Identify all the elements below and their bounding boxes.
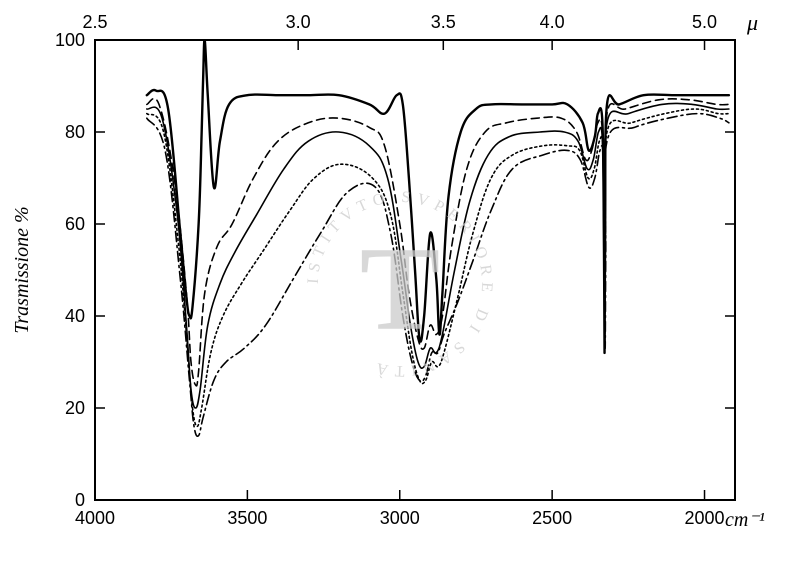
yl-tick-label: 100 <box>55 30 85 50</box>
curve-dot <box>147 109 729 426</box>
xb-tick-label: 3000 <box>380 508 420 528</box>
xt-tick-label: 5.0 <box>692 12 717 32</box>
curve-dash <box>147 99 729 386</box>
xt-tick-label: 2.5 <box>82 12 107 32</box>
xb-tick-label: 3500 <box>227 508 267 528</box>
y-left-label: Trasmissione % <box>11 206 33 333</box>
spectra-chart: 4000 3500 3000 2500 2000cm⁻¹ 2.5 3.0 3.5 4.0 5.0 μ… <box>0 0 800 568</box>
xt-tick-label: 3.5 <box>431 12 456 32</box>
xt-tick-label: 3.0 <box>286 12 311 32</box>
yl-tick-label: 60 <box>65 214 85 234</box>
yl-tick-label: 20 <box>65 398 85 418</box>
curve-solid-bold <box>147 40 729 353</box>
yl-tick-label: 40 <box>65 306 85 326</box>
yl-tick-label: 80 <box>65 122 85 142</box>
xb-tick-label: 2500 <box>532 508 572 528</box>
x-top-label: μ <box>746 10 758 35</box>
xb-tick-label: 4000 <box>75 508 115 528</box>
xt-tick-label: 4.0 <box>540 12 565 32</box>
yl-tick-label: 0 <box>75 490 85 510</box>
xb-tick-label: 2000 <box>685 508 725 528</box>
curve-thin-solid <box>147 103 729 408</box>
x-bottom-label: cm⁻¹ <box>725 509 765 531</box>
curve-dashdot <box>147 114 729 437</box>
chart-container: 4000 3500 3000 2500 2000cm⁻¹ 2.5 3.0 3.5 4.0 5.0 μ… <box>0 0 800 568</box>
